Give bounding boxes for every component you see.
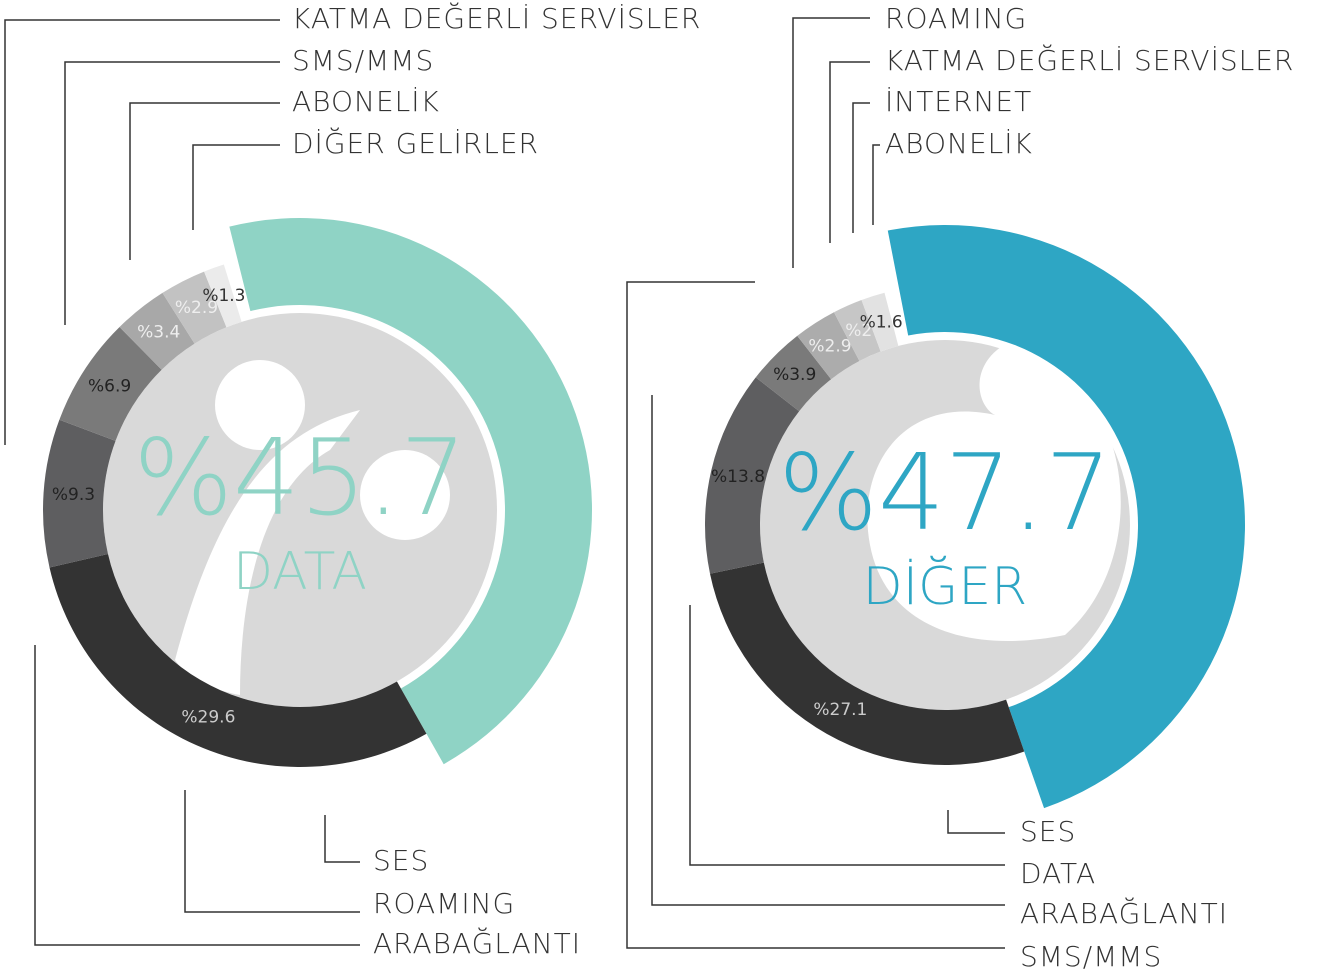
- value-label: %6.9: [88, 376, 131, 396]
- legend-label: KATMA DEĞERLİ SERVİSLER: [292, 1, 701, 35]
- segment: [59, 327, 162, 441]
- leader-line: [4, 19, 280, 445]
- segment: [42, 419, 116, 568]
- value-label: %2: [845, 321, 872, 341]
- segment: [119, 292, 195, 370]
- value-label: %2.9: [808, 336, 851, 356]
- value-label: %1.6: [860, 312, 903, 332]
- legend-label: ROAMING: [373, 887, 515, 920]
- leader-line: [626, 281, 1005, 949]
- segment: [162, 271, 227, 344]
- center-name: DATA: [233, 542, 367, 602]
- segment: [861, 292, 899, 352]
- value-label: %3.4: [137, 322, 180, 342]
- legend-label: SES: [373, 844, 429, 877]
- leader-line: [947, 810, 1005, 834]
- decor: [175, 410, 360, 695]
- segment: [204, 264, 242, 328]
- value-label: %2.9: [175, 298, 218, 318]
- legend-label: DATA: [1020, 857, 1096, 890]
- legend-label: ABONELİK: [292, 85, 440, 118]
- legend-label: İNTERNET: [885, 85, 1032, 118]
- leader-line: [184, 790, 360, 913]
- legend-label: SMS/MMS: [292, 44, 434, 77]
- segment: [710, 562, 1025, 766]
- legend-label: ARABAĞLANTI: [1020, 896, 1228, 930]
- legend-label: ROAMING: [885, 2, 1027, 35]
- segment: [797, 312, 860, 380]
- leader-line: [34, 645, 360, 946]
- leader-line: [324, 815, 360, 863]
- legend-label: KATMA DEĞERLİ SERVİSLER: [885, 43, 1294, 77]
- decor: [215, 360, 305, 450]
- center-name: DİĞER: [863, 555, 1028, 617]
- leader-line: [689, 605, 1005, 866]
- value-label: %1.3: [202, 286, 245, 306]
- center-value: %47.7: [778, 432, 1112, 554]
- legend-label: ARABAĞLANTI: [373, 926, 581, 960]
- leader-line: [872, 144, 880, 225]
- segment: [705, 377, 800, 574]
- segment: [755, 335, 832, 412]
- decor: [867, 335, 1121, 641]
- leader-line: [651, 395, 1005, 906]
- leader-line: [64, 61, 280, 325]
- leader-line: [829, 61, 870, 243]
- leader-line: [192, 144, 280, 230]
- leader-line: [852, 102, 870, 233]
- value-label: %3.9: [773, 365, 816, 385]
- segment: [833, 299, 881, 361]
- center-value: %45.7: [133, 417, 467, 539]
- leader-line: [792, 17, 870, 268]
- legend-label: DİĞER GELİRLER: [292, 126, 539, 160]
- value-label: %29.6: [181, 708, 235, 728]
- decor: [360, 450, 450, 540]
- leader-line: [129, 102, 280, 260]
- value-label: %9.3: [52, 485, 95, 505]
- legend-label: SES: [1020, 815, 1076, 848]
- segment: [887, 225, 1245, 809]
- value-label: %27.1: [813, 700, 867, 720]
- value-label: %13.8: [711, 467, 765, 487]
- legend-label: ABONELİK: [885, 127, 1033, 160]
- segment: [49, 554, 427, 767]
- segment: [229, 218, 592, 765]
- legend-label: SMS/MMS: [1020, 940, 1162, 973]
